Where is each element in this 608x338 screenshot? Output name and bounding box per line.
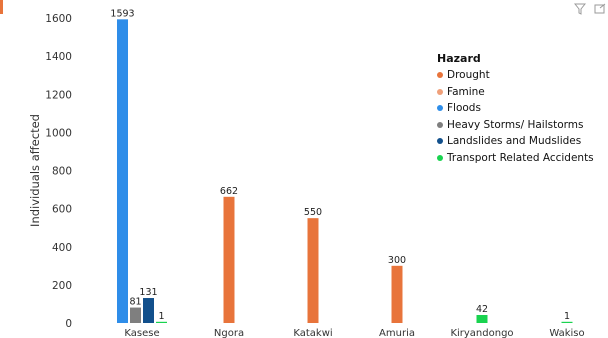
y-tick-label: 800 xyxy=(52,166,72,178)
legend-item[interactable]: Floods xyxy=(437,100,594,117)
x-tick-label: Wakiso xyxy=(549,328,584,338)
data-label: 131 xyxy=(139,287,157,298)
bar-transport-related-accidents-kasese[interactable] xyxy=(156,321,167,323)
bar-drought-katakwi[interactable] xyxy=(307,218,319,323)
chart-legend: Hazard Drought Famine Floods Heavy Storms/ … xyxy=(437,52,594,166)
legend-item[interactable]: Drought xyxy=(437,67,594,84)
bar-landslides-and-mudslides-kasese[interactable] xyxy=(143,298,154,323)
accent-mark xyxy=(0,0,3,14)
legend-label: Famine xyxy=(447,85,485,98)
bar-floods-kasese[interactable] xyxy=(117,19,128,323)
data-label: 1 xyxy=(158,311,164,322)
legend-label: Floods xyxy=(447,102,481,114)
y-tick-label: 1600 xyxy=(45,13,72,25)
legend-label: Transport Related Accidents xyxy=(447,151,594,164)
expand-icon[interactable] xyxy=(594,0,606,14)
data-label: 662 xyxy=(220,186,238,197)
legend-item[interactable]: Famine xyxy=(437,84,594,101)
legend-swatch xyxy=(437,138,443,145)
data-label: 550 xyxy=(304,207,322,218)
x-tick-label: Kiryandongo xyxy=(450,328,513,338)
x-tick-label: Kasese xyxy=(124,328,159,338)
bar-transport-related-accidents-wakiso[interactable] xyxy=(561,321,573,323)
bar-drought-ngora[interactable] xyxy=(223,196,235,323)
legend-label: Drought xyxy=(447,69,490,81)
legend-swatch xyxy=(437,72,443,79)
x-tick-label: Katakwi xyxy=(293,328,332,338)
bar-heavy-storms-hailstorms-kasese[interactable] xyxy=(130,307,141,323)
y-tick-label: 400 xyxy=(52,242,72,254)
y-tick-label: 1200 xyxy=(45,89,72,101)
y-tick-label: 0 xyxy=(65,318,72,330)
legend-swatch xyxy=(437,121,443,128)
y-tick-label: 1000 xyxy=(45,127,72,139)
y-tick-label: 600 xyxy=(52,204,72,216)
legend-item[interactable]: Heavy Storms/ Hailstorms xyxy=(437,117,594,134)
legend-title: Hazard xyxy=(437,52,481,65)
bar-transport-related-accidents-kiryandongo[interactable] xyxy=(476,314,488,323)
x-tick-label: Ngora xyxy=(214,328,244,338)
legend-item[interactable]: Landslides and Mudslides xyxy=(437,133,594,150)
legend-item[interactable]: Transport Related Accidents xyxy=(437,150,594,167)
data-label: 42 xyxy=(476,304,488,315)
bar-drought-amuria[interactable] xyxy=(391,265,403,323)
data-label: 81 xyxy=(129,297,141,308)
y-tick-label: 1400 xyxy=(45,51,72,63)
data-label: 1593 xyxy=(110,8,134,19)
legend-swatch xyxy=(437,105,443,112)
legend-label: Heavy Storms/ Hailstorms xyxy=(447,118,584,131)
data-label: 1 xyxy=(564,311,570,322)
y-axis-title: Individuals affected xyxy=(28,114,42,227)
filter-icon[interactable] xyxy=(573,0,587,15)
legend-label: Landslides and Mudslides xyxy=(447,135,582,147)
data-label: 300 xyxy=(388,255,406,266)
x-tick-label: Amuria xyxy=(379,328,415,338)
legend-swatch xyxy=(437,88,443,95)
y-tick-label: 200 xyxy=(52,280,72,292)
legend-swatch xyxy=(437,154,443,161)
